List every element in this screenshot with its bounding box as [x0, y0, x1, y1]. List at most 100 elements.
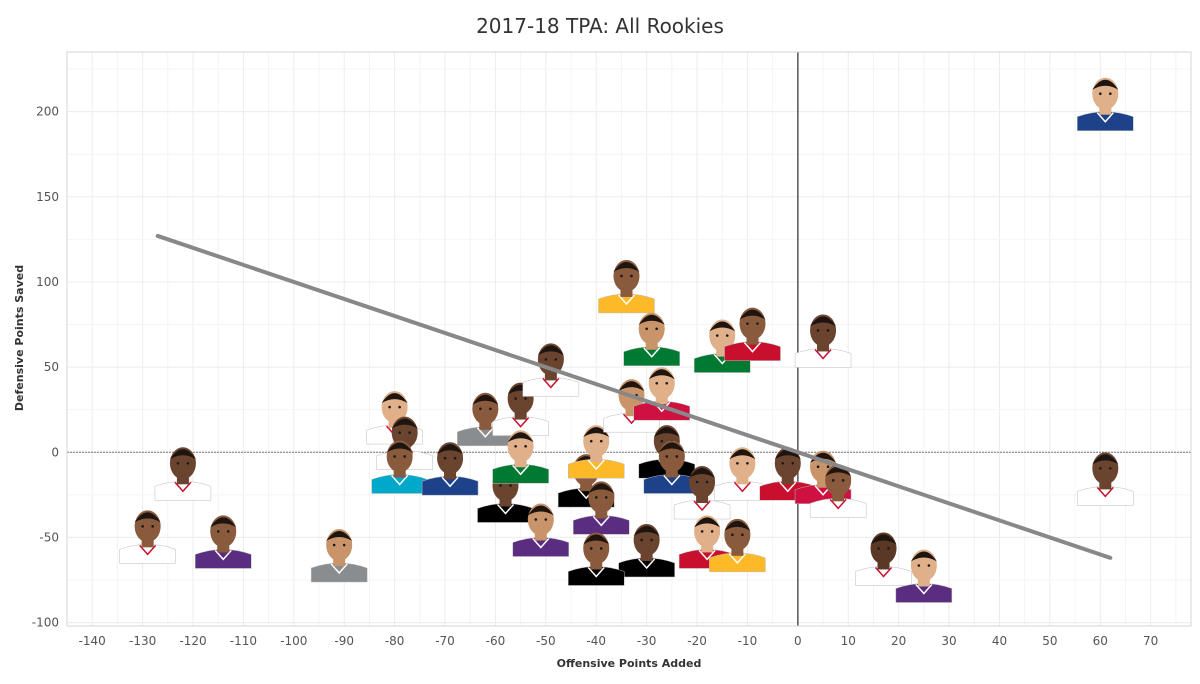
x-tick-label: -70 — [435, 634, 455, 648]
x-tick-label: 0 — [794, 634, 802, 648]
eye-shape — [715, 334, 719, 337]
eye-shape — [186, 461, 190, 465]
jersey-collar — [743, 342, 762, 353]
player-marker — [709, 518, 766, 573]
x-tick-label: 30 — [941, 634, 956, 648]
eye-shape — [700, 530, 704, 533]
y-axis-title: Defensive Points Saved — [13, 265, 26, 411]
hair-shape — [437, 444, 464, 455]
eye-shape — [534, 518, 538, 521]
x-tick-label: 50 — [1042, 634, 1057, 648]
x-tick-label: -80 — [385, 634, 405, 648]
jersey-collar — [617, 294, 636, 306]
player-marker — [643, 440, 701, 494]
player-marker — [673, 466, 731, 520]
jersey-collar — [512, 464, 530, 476]
x-axis-title: Offensive Points Added — [557, 657, 702, 670]
eye-shape — [731, 533, 734, 537]
hair-shape — [583, 427, 610, 438]
eye-shape — [1099, 92, 1102, 95]
jersey-collar — [214, 549, 232, 561]
x-tick-label: 70 — [1143, 634, 1158, 648]
hair-shape — [810, 316, 837, 327]
eye-shape — [1109, 467, 1112, 470]
eye-shape — [630, 274, 633, 278]
eye-shape — [736, 461, 739, 465]
eye-shape — [544, 358, 548, 361]
eye-shape — [741, 533, 744, 537]
hair-shape — [527, 505, 554, 516]
eye-shape — [705, 480, 709, 484]
hair-shape — [588, 483, 615, 494]
player-marker — [421, 442, 479, 496]
jersey-collar — [638, 558, 656, 570]
x-tick-label: -50 — [536, 634, 556, 648]
player-marker — [855, 532, 912, 586]
neck-shape — [620, 286, 633, 297]
player-marker — [1077, 77, 1134, 131]
jersey-collar — [663, 474, 681, 486]
hair-shape — [653, 427, 680, 438]
neck-shape — [514, 457, 527, 468]
jersey-collar — [1096, 486, 1114, 498]
hair-shape — [618, 381, 645, 392]
jersey-collar — [814, 348, 832, 360]
eye-shape — [1109, 92, 1112, 95]
eye-shape — [393, 455, 396, 458]
eye-shape — [604, 496, 608, 499]
eye-shape — [589, 439, 593, 443]
player-marker — [512, 503, 570, 557]
player-marker — [567, 425, 625, 479]
player-marker — [195, 515, 252, 569]
jersey-collar — [728, 553, 746, 564]
jersey-collar — [587, 566, 605, 578]
eye-shape — [927, 564, 931, 567]
eye-shape — [342, 543, 346, 547]
y-tick-label: 200 — [36, 105, 59, 119]
neck-shape — [217, 542, 230, 553]
y-tick-label: 0 — [51, 445, 59, 459]
jersey-collar — [592, 515, 610, 527]
eye-shape — [655, 381, 659, 385]
hair-shape — [381, 393, 408, 404]
jersey-collar — [496, 503, 515, 515]
chart-title: 2017-18 TPA: All Rookies — [476, 14, 724, 38]
player-marker — [567, 532, 625, 586]
eye-shape — [479, 407, 482, 411]
player-markers — [119, 77, 1134, 603]
hair-shape — [870, 534, 897, 545]
plot-frame — [66, 51, 1192, 627]
x-tick-label: -140 — [79, 634, 106, 648]
eye-shape — [791, 461, 795, 465]
player-marker — [714, 447, 771, 501]
eye-shape — [216, 530, 220, 533]
y-tick-label: -50 — [39, 530, 59, 544]
eye-shape — [489, 407, 492, 411]
eye-shape — [746, 322, 749, 325]
eye-shape — [877, 547, 880, 550]
eye-shape — [756, 322, 759, 325]
player-marker — [598, 259, 655, 314]
reference-lines — [67, 52, 1191, 626]
y-tick-labels: -100 -50 0 50 100 150 200 — [32, 105, 59, 630]
eye-shape — [826, 465, 830, 469]
player-marker — [724, 307, 781, 361]
hair-shape — [739, 309, 766, 320]
jersey-collar — [139, 544, 157, 556]
eye-shape — [514, 397, 517, 400]
x-tick-label: -10 — [738, 634, 758, 648]
jersey-collar — [915, 583, 933, 595]
x-tick-label: 10 — [841, 634, 856, 648]
hair-shape — [1092, 79, 1119, 90]
jersey-collar — [693, 500, 711, 512]
hair-shape — [638, 314, 665, 325]
x-tick-label: -110 — [230, 634, 257, 648]
eye-shape — [332, 543, 336, 547]
y-tick-label: 50 — [44, 360, 59, 374]
y-tick-label: -100 — [32, 616, 59, 630]
player-marker — [371, 440, 428, 494]
player-marker — [310, 529, 368, 583]
player-marker — [794, 314, 852, 368]
jersey-collar — [330, 563, 348, 575]
hair-shape — [583, 534, 610, 545]
